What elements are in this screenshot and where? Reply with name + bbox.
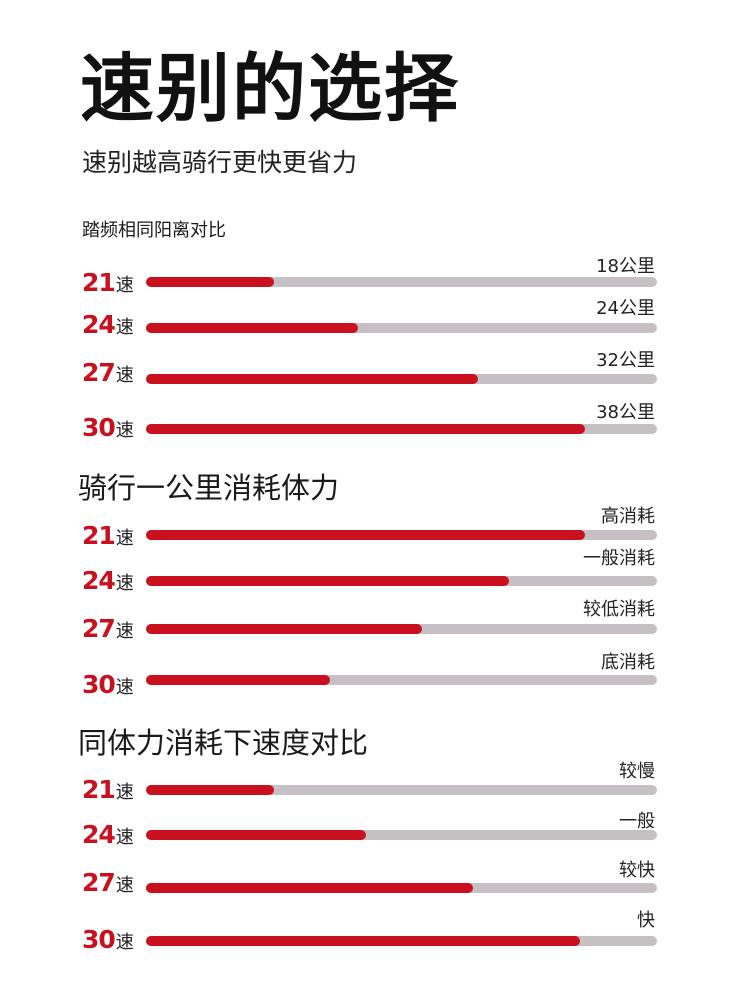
energy-row-27: 27速 较低消耗 <box>0 601 750 654</box>
speed-number: 27 <box>82 868 116 897</box>
energy-row-21: 21速 高消耗 <box>0 508 750 561</box>
speed-label: 21速 <box>82 775 134 811</box>
progress-track <box>146 624 657 634</box>
speed-label: 27速 <box>82 868 134 904</box>
speed-number: 21 <box>82 521 116 550</box>
speed-row-21: 21速 较慢 <box>0 763 750 815</box>
energy-row-30: 30速 底消耗 <box>0 654 750 710</box>
distance-row-21: 21速 18公里 <box>0 258 750 308</box>
distance-value: 38公里 <box>596 402 655 423</box>
speed-number: 24 <box>82 310 116 339</box>
speed-number: 24 <box>82 566 116 595</box>
page-title: 速别的选择 <box>80 46 460 132</box>
progress-track <box>146 883 657 893</box>
distance-row-30: 30速 38公里 <box>0 404 750 453</box>
speed-value: 快 <box>637 910 655 931</box>
speed-label: 21速 <box>82 521 134 557</box>
speed-unit: 速 <box>115 875 134 896</box>
speed-unit: 速 <box>115 275 134 296</box>
progress-track <box>146 374 657 384</box>
speed-number: 27 <box>82 358 116 387</box>
speed-number: 21 <box>82 268 116 297</box>
progress-fill <box>146 277 274 287</box>
progress-fill <box>146 374 479 384</box>
progress-track <box>146 530 657 540</box>
speed-unit: 速 <box>115 573 134 594</box>
speed-label: 30速 <box>82 670 134 706</box>
progress-track <box>146 424 657 434</box>
speed-unit: 速 <box>115 365 134 386</box>
progress-fill <box>146 785 274 795</box>
speed-label: 27速 <box>82 358 134 394</box>
energy-row-24: 24速 一般消耗 <box>0 550 750 606</box>
progress-fill <box>146 424 586 434</box>
speed-value: 较快 <box>619 860 655 881</box>
progress-fill <box>146 830 366 840</box>
progress-fill <box>146 576 509 586</box>
section-heading-energy: 骑行一公里消耗体力 <box>78 471 340 505</box>
section-heading-distance: 踏频相同阳离对比 <box>82 220 226 241</box>
speed-number: 30 <box>82 925 116 954</box>
speed-row-30: 30速 快 <box>0 912 750 965</box>
speed-label: 24速 <box>82 820 134 856</box>
energy-value: 底消耗 <box>601 652 655 673</box>
speed-label: 30速 <box>82 925 134 961</box>
progress-fill <box>146 530 586 540</box>
energy-value: 一般消耗 <box>583 548 655 569</box>
progress-track <box>146 675 657 685</box>
progress-track <box>146 830 657 840</box>
page-subtitle: 速别越高骑行更快更省力 <box>82 148 358 177</box>
speed-label: 27速 <box>82 614 134 650</box>
progress-track <box>146 277 657 287</box>
speed-number: 30 <box>82 670 116 699</box>
speed-value: 一般 <box>619 811 655 832</box>
progress-track <box>146 576 657 586</box>
progress-fill <box>146 883 474 893</box>
progress-track <box>146 936 657 946</box>
speed-number: 21 <box>82 775 116 804</box>
distance-row-27: 27速 32公里 <box>0 352 750 398</box>
speed-unit: 速 <box>115 420 134 441</box>
energy-value: 高消耗 <box>601 506 655 527</box>
speed-unit: 速 <box>115 932 134 953</box>
speed-unit: 速 <box>115 677 134 698</box>
speed-label: 24速 <box>82 310 134 346</box>
distance-value: 18公里 <box>596 256 655 277</box>
speed-number: 30 <box>82 413 116 442</box>
progress-track <box>146 323 657 333</box>
progress-fill <box>146 675 330 685</box>
energy-value: 较低消耗 <box>583 599 655 620</box>
progress-fill <box>146 624 422 634</box>
distance-value: 32公里 <box>596 350 655 371</box>
speed-value: 较慢 <box>619 761 655 782</box>
speed-row-27: 27速 较快 <box>0 862 750 908</box>
speed-unit: 速 <box>115 621 134 642</box>
speed-label: 24速 <box>82 566 134 602</box>
section-heading-speed: 同体力消耗下速度对比 <box>78 726 369 760</box>
speed-unit: 速 <box>115 528 134 549</box>
distance-row-24: 24速 24公里 <box>0 300 750 350</box>
speed-number: 27 <box>82 614 116 643</box>
speed-unit: 速 <box>115 317 134 338</box>
progress-fill <box>146 323 359 333</box>
speed-label: 30速 <box>82 413 134 449</box>
progress-track <box>146 785 657 795</box>
speed-label: 21速 <box>82 268 134 304</box>
speed-row-24: 24速 一般 <box>0 813 750 860</box>
distance-value: 24公里 <box>596 298 655 319</box>
speed-unit: 速 <box>115 827 134 848</box>
speed-number: 24 <box>82 820 116 849</box>
speed-unit: 速 <box>115 782 134 803</box>
progress-fill <box>146 936 581 946</box>
